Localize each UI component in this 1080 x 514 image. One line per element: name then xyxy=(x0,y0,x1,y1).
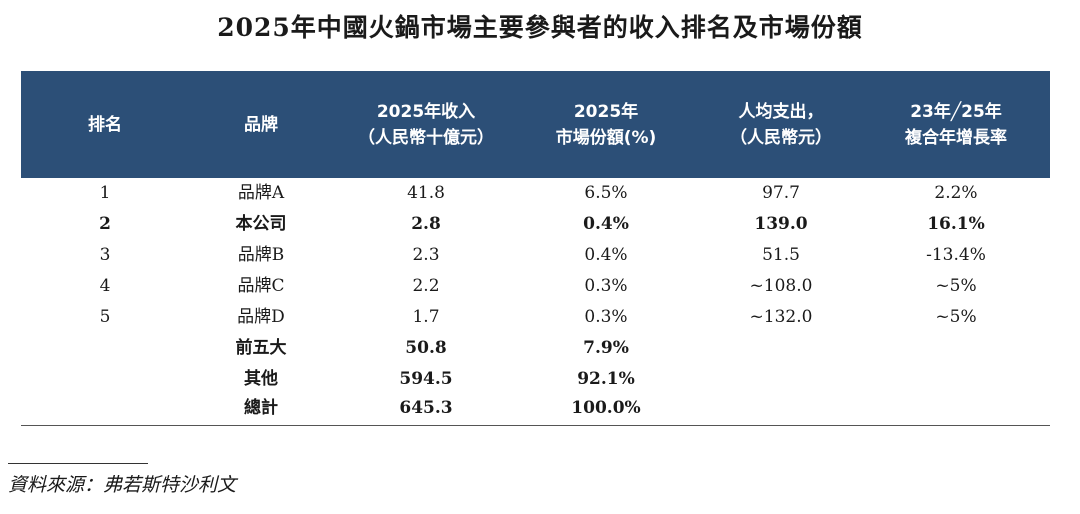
cell-revenue: 2.3 xyxy=(412,245,440,265)
cell-share: 0.3% xyxy=(584,307,628,327)
header-spend-line1: 人均支出， xyxy=(738,101,824,122)
cell-brand: 其他 xyxy=(244,369,278,389)
cell-revenue: 2.8 xyxy=(411,214,441,234)
table-row: 4 品牌C 2.2 0.3% ~108.0 ~5% xyxy=(21,271,1050,302)
cell-share: 0.4% xyxy=(583,214,629,234)
cell-spend: 139.0 xyxy=(754,214,808,234)
table-row: 總計 645.3 100.0% xyxy=(21,393,1050,424)
cell-cagr: ~5% xyxy=(935,307,977,327)
table-bottom-rule xyxy=(21,425,1050,426)
header-brand: 品牌 xyxy=(201,71,321,178)
source-divider xyxy=(8,463,148,464)
cell-revenue: 41.8 xyxy=(407,183,445,203)
header-revenue: 2025年收入 （人民幣十億元） xyxy=(336,71,516,178)
table-row: 1 品牌A 41.8 6.5% 97.7 2.2% xyxy=(21,178,1050,209)
cell-brand: 本公司 xyxy=(235,214,287,234)
cell-cagr: ~5% xyxy=(935,276,977,296)
cell-rank: 3 xyxy=(99,245,111,265)
cell-revenue: 594.5 xyxy=(399,369,453,389)
cell-share: 100.0% xyxy=(571,398,641,418)
cell-rank: 4 xyxy=(99,276,111,296)
table-row: 5 品牌D 1.7 0.3% ~132.0 ~5% xyxy=(21,302,1050,333)
cell-share: 6.5% xyxy=(584,183,628,203)
cell-brand: 品牌C xyxy=(237,276,285,296)
header-rank-label: 排名 xyxy=(88,114,122,135)
header-spend: 人均支出， （人民幣元） xyxy=(696,71,866,178)
header-cagr-line1: 23年╱25年 xyxy=(910,101,1002,122)
cell-spend xyxy=(721,333,841,364)
cell-spend: ~108.0 xyxy=(749,276,813,296)
table-row: 前五大 50.8 7.9% xyxy=(21,333,1050,364)
cell-rank: 2 xyxy=(99,214,111,234)
source-note: 資料來源：弗若斯特沙利文 xyxy=(8,474,237,496)
cell-brand: 品牌B xyxy=(237,245,285,265)
cell-spend: 51.5 xyxy=(762,245,800,265)
cell-share: 0.4% xyxy=(584,245,628,265)
header-spend-line2: （人民幣元） xyxy=(730,127,832,148)
cell-revenue: 50.8 xyxy=(405,338,447,358)
header-share: 2025年 市場份額(%) xyxy=(521,71,691,178)
header-share-line2: 市場份額(%) xyxy=(555,127,657,148)
cell-rank xyxy=(65,393,145,424)
cell-revenue: 2.2 xyxy=(412,276,440,296)
cell-cagr: -13.4% xyxy=(926,245,986,265)
header-share-line1: 2025年 xyxy=(573,101,639,122)
cell-cagr xyxy=(896,333,1016,364)
cell-share: 7.9% xyxy=(583,338,629,358)
cell-brand: 總計 xyxy=(244,398,278,418)
cell-brand: 品牌A xyxy=(237,183,285,203)
cell-cagr: 2.2% xyxy=(934,183,978,203)
cell-spend: ~132.0 xyxy=(749,307,813,327)
cell-brand: 品牌D xyxy=(237,307,285,327)
cell-cagr xyxy=(896,364,1016,395)
cell-rank xyxy=(65,364,145,395)
cell-cagr: 16.1% xyxy=(927,214,985,234)
cell-brand: 前五大 xyxy=(235,338,287,358)
header-rank: 排名 xyxy=(65,71,145,178)
cell-rank: 1 xyxy=(99,183,111,203)
cell-spend: 97.7 xyxy=(762,183,800,203)
table-row: 2 本公司 2.8 0.4% 139.0 16.1% xyxy=(21,209,1050,240)
cell-revenue: 645.3 xyxy=(399,398,453,418)
cell-share: 0.3% xyxy=(584,276,628,296)
page-title: 2025年中國火鍋市場主要參與者的收入排名及市場份額 xyxy=(217,13,863,42)
header-revenue-line2: （人民幣十億元） xyxy=(358,127,494,148)
header-revenue-line1: 2025年收入 xyxy=(376,101,476,122)
cell-rank: 5 xyxy=(99,307,111,327)
cell-share: 92.1% xyxy=(577,369,635,389)
header-brand-label: 品牌 xyxy=(244,114,278,135)
cell-revenue: 1.7 xyxy=(412,307,440,327)
table-row: 3 品牌B 2.3 0.4% 51.5 -13.4% xyxy=(21,240,1050,271)
cell-rank xyxy=(65,333,145,364)
header-cagr: 23年╱25年 複合年增長率 xyxy=(881,71,1031,178)
table-header: 排名 品牌 2025年收入 （人民幣十億元） 2025年 市場份額(%) 人均支… xyxy=(21,71,1050,178)
table-row: 其他 594.5 92.1% xyxy=(21,364,1050,395)
cell-spend xyxy=(721,364,841,395)
cell-spend xyxy=(721,393,841,424)
header-cagr-line2: 複合年增長率 xyxy=(905,127,1007,148)
cell-cagr xyxy=(896,393,1016,424)
